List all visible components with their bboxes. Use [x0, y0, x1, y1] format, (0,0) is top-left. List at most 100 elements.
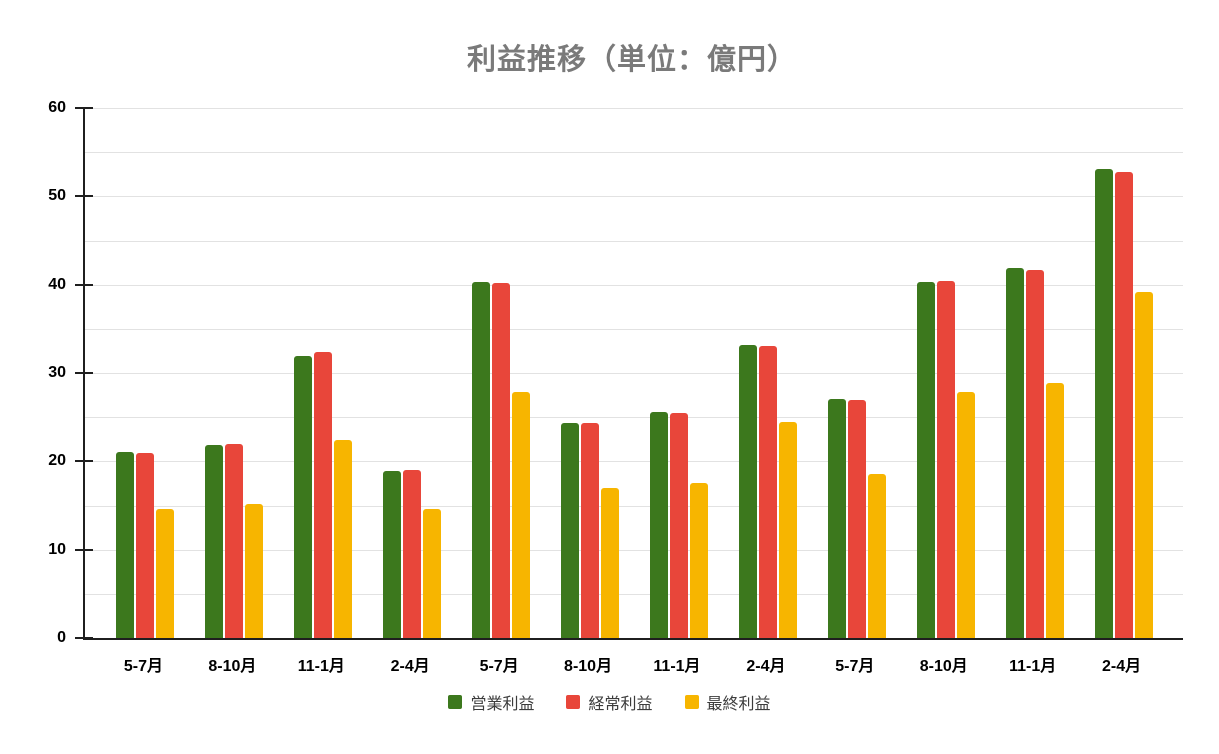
bar-group-2: [279, 108, 368, 638]
y-axis-label-60: 60: [48, 99, 66, 116]
y-tick-0: [75, 637, 93, 639]
y-tick-30: [75, 372, 93, 374]
bar-series-area: [85, 108, 1183, 638]
bar-group-5: [546, 108, 635, 638]
bar-group-4: [457, 108, 546, 638]
y-axis-label-50: 50: [48, 187, 66, 205]
legend-label-net-profit: 最終利益: [706, 696, 771, 713]
bar-group-11: [1079, 108, 1168, 638]
bar-営業利益-11-1月-2: [294, 356, 313, 638]
bar-group-10: [990, 108, 1079, 638]
y-axis-label-40: 40: [48, 275, 66, 293]
bar-営業利益-8-10月-9: [916, 282, 935, 638]
bar-最終利益-2-4月-11: [1134, 291, 1153, 638]
y-tick-20: [75, 460, 93, 463]
bar-group-7: [723, 108, 812, 638]
bar-経常利益-11-1月-6: [669, 412, 688, 638]
bar-営業利益-8-10月-1: [205, 445, 224, 638]
bar-最終利益-2-4月-7: [778, 421, 797, 638]
gridline-15: [85, 505, 1183, 507]
gridline-30: [85, 373, 1183, 374]
gridline-35: [85, 328, 1183, 330]
bar-最終利益-5-7月-8: [867, 473, 886, 638]
bar-経常利益-2-4月-3: [403, 470, 422, 638]
gridline-55: [85, 152, 1183, 154]
bar-最終利益-8-10月-1: [245, 503, 264, 638]
chart-title-row: 利益推移（単位：億円）: [83, 36, 1181, 78]
bar-営業利益-11-1月-10: [1005, 267, 1024, 638]
x-axis-label-3: 2-4月: [390, 658, 430, 675]
bar-営業利益-11-1月-6: [649, 411, 668, 638]
y-axis-label-20: 20: [48, 452, 66, 470]
y-axis-label-10: 10: [48, 540, 66, 558]
bar-group-1: [190, 108, 279, 638]
x-axis-label-5: 8-10月: [564, 658, 613, 675]
legend-label-ordinary-profit: 経常利益: [588, 696, 653, 713]
legend-item-net-profit: 最終利益: [684, 690, 771, 714]
x-axis-label-8: 5-7月: [835, 658, 875, 675]
x-axis-label-9: 8-10月: [919, 658, 968, 675]
bar-経常利益-5-7月-4: [492, 282, 511, 638]
gridline-40: [85, 284, 1183, 286]
legend-swatch-net-profit: [684, 695, 699, 709]
bar-最終利益-8-10月-9: [956, 391, 975, 638]
bar-group-6: [635, 108, 724, 638]
bar-経常利益-2-4月-11: [1114, 171, 1133, 638]
bar-最終利益-5-7月-0: [156, 509, 175, 638]
plot-area: [75, 107, 1183, 640]
bar-経常利益-11-1月-10: [1025, 269, 1044, 638]
y-tick-50: [75, 195, 93, 198]
x-axis-label-10: 11-1月: [1009, 658, 1057, 675]
y-tick-40: [75, 283, 93, 286]
gridline-50: [85, 196, 1183, 198]
bar-営業利益-5-7月-8: [827, 398, 846, 638]
x-axis-label-7: 2-4月: [746, 658, 786, 675]
bar-最終利益-5-7月-4: [512, 391, 531, 638]
legend-item-operating-profit: 営業利益: [448, 690, 534, 714]
gridline-20: [85, 461, 1183, 463]
bar-経常利益-5-7月-0: [136, 452, 155, 638]
y-axis-label-30: 30: [48, 364, 66, 381]
x-axis-label-0: 5-7月: [123, 658, 164, 675]
gridline-10: [85, 549, 1183, 551]
bar-group-0: [101, 108, 190, 638]
legend-label-operating-profit: 営業利益: [470, 696, 535, 713]
bar-経常利益-8-10月-9: [936, 281, 955, 638]
y-tick-10: [75, 548, 93, 551]
x-axis-label-6: 11-1月: [653, 658, 701, 675]
x-axis-labels: 5-7月 8-10月 11-1月 2-4月 5-7月 8-10月 11-1月 2-4月 5-7月…: [83, 644, 1181, 676]
bar-経常利益-5-7月-8: [847, 399, 866, 638]
bar-営業利益-2-4月-11: [1094, 168, 1113, 638]
gridline-45: [85, 240, 1183, 242]
bar-営業利益-2-4月-7: [738, 344, 757, 638]
y-tick-60: [75, 107, 93, 109]
gridline-60: [85, 108, 1183, 109]
x-axis-label-1: 8-10月: [208, 658, 257, 675]
legend-swatch-ordinary-profit: [566, 695, 581, 709]
bar-group-3: [368, 108, 457, 638]
bar-営業利益-2-4月-3: [383, 471, 402, 638]
bar-営業利益-8-10月-5: [561, 423, 580, 638]
x-axis-label-11: 2-4月: [1102, 658, 1142, 675]
bar-経常利益-11-1月-2: [314, 351, 333, 638]
bar-最終利益-11-1月-10: [1045, 382, 1064, 638]
gridline-5: [85, 593, 1183, 595]
chart-title: 利益推移（単位：億円）: [466, 44, 797, 76]
bar-最終利益-2-4月-3: [423, 509, 442, 638]
x-axis-label-4: 5-7月: [479, 658, 519, 675]
legend: 営業利益 経常利益 最終利益: [0, 690, 1219, 714]
bar-経常利益-8-10月-1: [225, 443, 244, 638]
bar-group-8: [812, 108, 901, 638]
bar-最終利益-11-1月-6: [689, 482, 708, 638]
bar-営業利益-5-7月-0: [116, 451, 135, 638]
x-axis-label-2: 11-1月: [297, 658, 345, 675]
bar-最終利益-8-10月-5: [601, 487, 620, 638]
bar-経常利益-8-10月-5: [581, 423, 600, 638]
gridline-25: [85, 417, 1183, 419]
legend-swatch-operating-profit: [448, 695, 463, 709]
bar-経常利益-2-4月-7: [758, 345, 777, 638]
bar-group-9: [901, 108, 990, 638]
y-axis-labels: 0 10 20 30 40 50 60: [0, 99, 72, 646]
bar-最終利益-11-1月-2: [334, 440, 353, 638]
